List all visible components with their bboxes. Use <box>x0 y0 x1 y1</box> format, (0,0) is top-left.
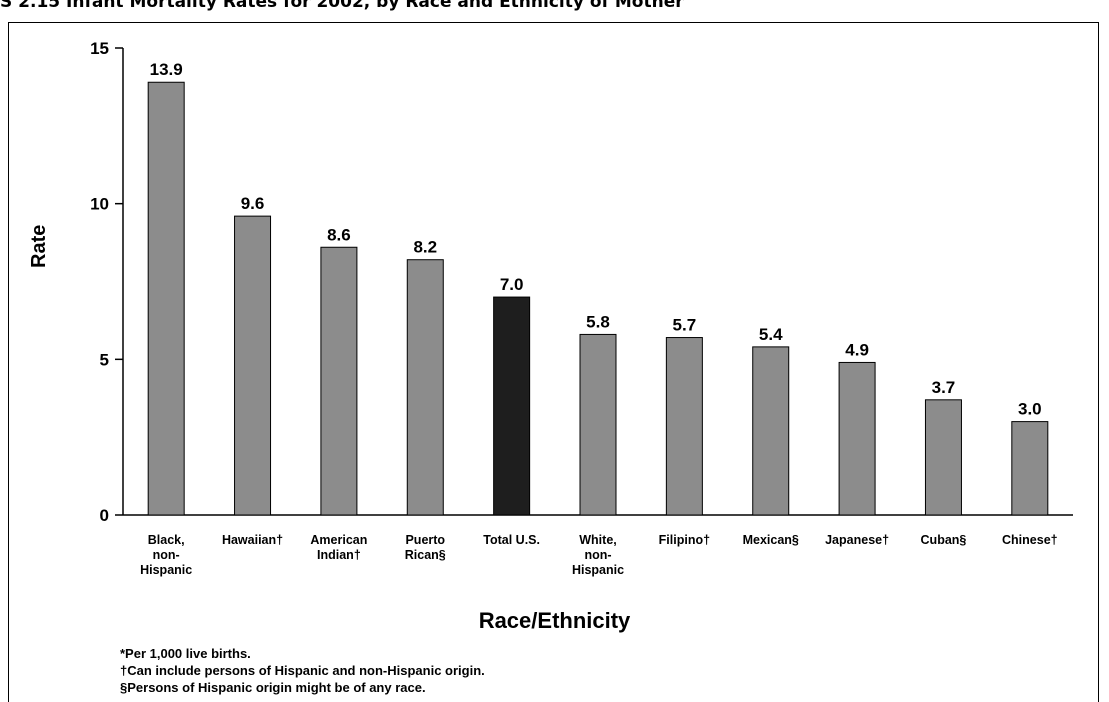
y-axis-label: Rate <box>28 224 50 268</box>
x-tick-label: Filipino† <box>639 533 729 548</box>
x-tick-label: Total U.S. <box>467 533 557 548</box>
bar <box>406 259 444 516</box>
bar <box>234 215 272 516</box>
x-tick-label: Puerto Rican§ <box>380 533 470 563</box>
x-tick-label-line: Hawaiian† <box>221 533 284 547</box>
y-tick-label: 5 <box>100 350 109 369</box>
x-tick-label: Hawaiian† <box>208 533 298 548</box>
x-tick-label: Chinese† <box>985 533 1075 548</box>
x-tick-label: Black, non- Hispanic <box>121 533 211 578</box>
x-tick-label-line: Total U.S. <box>483 533 540 547</box>
x-tick-label: Mexican§ <box>726 533 816 548</box>
x-tick-label-line: Hispanic <box>140 563 193 577</box>
x-tick-label: White, non- Hispanic <box>553 533 643 578</box>
x-tick-label-line: Japanese† <box>825 533 890 547</box>
data-label: 3.7 <box>932 378 956 397</box>
bar <box>493 296 531 516</box>
bar <box>579 333 617 516</box>
x-tick-label-line: Mexican§ <box>742 533 799 547</box>
data-label: 5.8 <box>586 312 610 331</box>
data-label: 8.2 <box>413 238 437 257</box>
data-label: 13.9 <box>150 60 183 79</box>
x-tick-label-line: non- <box>584 548 612 562</box>
footnote: *Per 1,000 live births. <box>120 646 251 661</box>
bar <box>147 81 185 516</box>
bar <box>320 246 358 516</box>
data-label: 5.4 <box>759 325 783 344</box>
data-label: 7.0 <box>500 275 524 294</box>
footnote: §Persons of Hispanic origin might be of … <box>120 680 426 695</box>
data-label: 9.6 <box>241 194 265 213</box>
y-tick-label: 0 <box>100 506 109 525</box>
chart-frame <box>8 22 1099 702</box>
bar <box>665 337 703 516</box>
data-label: 5.7 <box>673 316 697 335</box>
bar <box>1011 421 1049 516</box>
data-label: 8.6 <box>327 225 351 244</box>
chart-title: S 2.15 Infant Mortality Rates for 2002, … <box>0 0 684 12</box>
x-tick-label-line: non- <box>152 548 180 562</box>
x-tick-label-line: Chinese† <box>1002 533 1058 547</box>
x-tick-label-line: Black, <box>147 533 185 547</box>
bar <box>752 346 790 516</box>
x-tick-label: Cuban§ <box>898 533 988 548</box>
x-tick-label-line: Filipino† <box>658 533 711 547</box>
footnote: †Can include persons of Hispanic and non… <box>120 663 485 678</box>
x-tick-label-line: Indian† <box>317 548 361 562</box>
x-tick-label-line: Rican§ <box>404 548 446 562</box>
y-tick-label: 10 <box>90 195 109 214</box>
x-tick-label-line: Hispanic <box>571 563 625 577</box>
x-tick-label: Japanese† <box>812 533 902 548</box>
y-tick-label: 15 <box>90 39 109 58</box>
data-label: 3.0 <box>1018 400 1042 419</box>
x-axis-label: Race/Ethnicity <box>478 608 631 633</box>
x-tick-label-line: White, <box>579 533 617 547</box>
footnotes: *Per 1,000 live births. †Can include per… <box>120 645 485 696</box>
bar <box>924 399 962 516</box>
bar <box>838 361 876 516</box>
x-tick-label-line: American <box>310 533 368 547</box>
x-tick-label: American Indian† <box>294 533 384 563</box>
x-tick-label-line: Puerto <box>405 533 446 547</box>
data-label: 4.9 <box>845 340 869 359</box>
x-tick-label-line: Cuban§ <box>920 533 967 547</box>
